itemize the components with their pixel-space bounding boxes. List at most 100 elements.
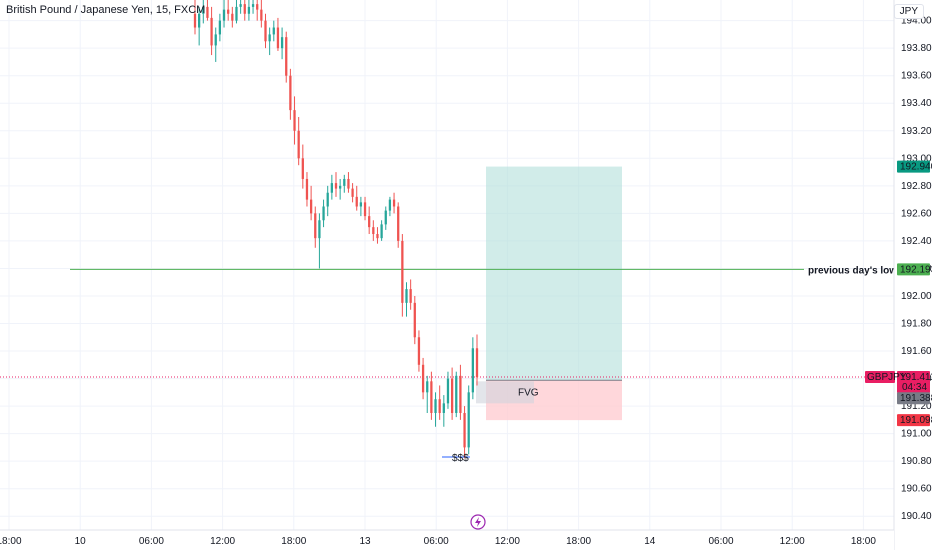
candle-body[interactable] [260,9,263,21]
candle-body[interactable] [368,216,371,228]
liquidity-label: $$$ [452,453,469,464]
time-axis[interactable] [0,530,894,550]
candle-body[interactable] [450,378,454,413]
candle-body[interactable] [293,110,296,131]
candle-body[interactable] [455,375,458,413]
candle-body[interactable] [301,158,304,179]
currency-button[interactable]: JPY [893,4,924,19]
candle-body[interactable] [214,34,217,46]
previous-day-low-label: previous day's low [808,265,897,276]
candle-body[interactable] [276,27,280,49]
candle-body[interactable] [305,178,309,200]
candle-body[interactable] [409,289,412,303]
candle-body[interactable] [326,192,329,207]
candle-body[interactable] [309,199,313,214]
candle-body[interactable] [463,412,466,448]
y-tick-label: 193.800 [901,43,932,54]
candle-body[interactable] [280,37,284,49]
candle-body[interactable] [339,185,342,189]
candle-body[interactable] [388,199,392,211]
candle-body[interactable] [467,392,470,448]
candle-body[interactable] [318,220,321,239]
candle-body[interactable] [359,202,363,207]
candle-body[interactable] [442,403,445,413]
y-tick-label: 192.600 [901,208,932,219]
y-tick-label: 192.000 [901,291,932,302]
chart-title: British Pound / Japanese Yen, 15, FXCM [6,4,206,16]
candle-body[interactable] [314,213,317,239]
candle-body[interactable] [438,399,441,413]
candle-body[interactable] [206,6,209,18]
candle-body[interactable] [243,4,246,14]
fvg-label: FVG [518,387,539,398]
candle-body[interactable] [417,337,421,365]
candle-body[interactable] [376,234,379,239]
target-zone[interactable] [486,166,622,381]
candle-body[interactable] [256,4,259,10]
candle-body[interactable] [251,4,255,7]
candle-body[interactable] [343,178,346,186]
candle-body[interactable] [239,4,242,7]
candle-body[interactable] [355,196,358,207]
candle-body[interactable] [392,199,396,207]
x-tick-label: 12:00 [780,536,805,547]
candle-body[interactable] [421,364,425,393]
x-tick-label: 18:00 [566,536,591,547]
candle-body[interactable] [347,178,350,189]
candle-body[interactable] [247,6,251,14]
candle-body[interactable] [285,37,288,76]
candle-body[interactable] [405,289,408,303]
y-tick-label: 192.800 [901,181,932,192]
candle-body[interactable] [426,381,429,393]
candle-body[interactable] [413,302,416,338]
candle-body[interactable] [384,210,387,225]
candle-body[interactable] [363,202,367,217]
candle-body[interactable] [475,348,479,378]
y-tick-label: 190.800 [901,456,932,467]
candle-body[interactable] [471,348,474,393]
level-price-tag: 192.193 [900,264,932,275]
symbol-tag-bg [865,371,895,384]
candle-body[interactable] [268,34,271,42]
candle-body[interactable] [334,183,338,189]
candle-body[interactable] [430,381,433,413]
candle-body[interactable] [264,20,267,42]
candle-body[interactable] [372,227,375,235]
candle-body[interactable] [434,399,437,413]
candle-body[interactable] [446,378,450,404]
y-tick-label: 193.600 [901,71,932,82]
entry-price-tag: 191.388 [900,393,932,404]
candle-body[interactable] [227,9,230,14]
fvg-box[interactable] [476,381,534,404]
candle-body[interactable] [202,6,205,14]
candle-body[interactable] [272,27,275,35]
x-tick-label: 18:00 [281,536,306,547]
candle-body[interactable] [401,240,404,303]
candle-body[interactable] [210,17,213,46]
countdown-tag: 04:34 [902,382,927,393]
stop-price-tag-bg [897,414,930,427]
x-tick-label: 06:00 [708,536,733,547]
candle-body[interactable] [459,375,462,413]
candle-body[interactable] [297,130,300,159]
candle-body[interactable] [193,13,197,28]
candle-body[interactable] [198,13,201,28]
candle-body[interactable] [322,206,325,221]
x-tick-label: 18:00 [851,536,876,547]
x-tick-label: 06:00 [424,536,449,547]
x-tick-label: 18:00 [0,536,22,547]
y-tick-label: 191.000 [901,429,932,440]
candle-body[interactable] [397,206,400,241]
candle-body[interactable] [330,183,333,193]
candle-body[interactable] [289,75,292,111]
candle-body[interactable] [380,224,383,239]
candle-body[interactable] [351,188,354,197]
candle-body[interactable] [218,20,222,35]
y-tick-label: 191.200 [901,401,932,412]
candle-body[interactable] [222,9,226,21]
candle-body[interactable] [231,13,234,21]
candle-body[interactable] [235,6,238,21]
y-tick-label: 191.600 [901,346,932,357]
